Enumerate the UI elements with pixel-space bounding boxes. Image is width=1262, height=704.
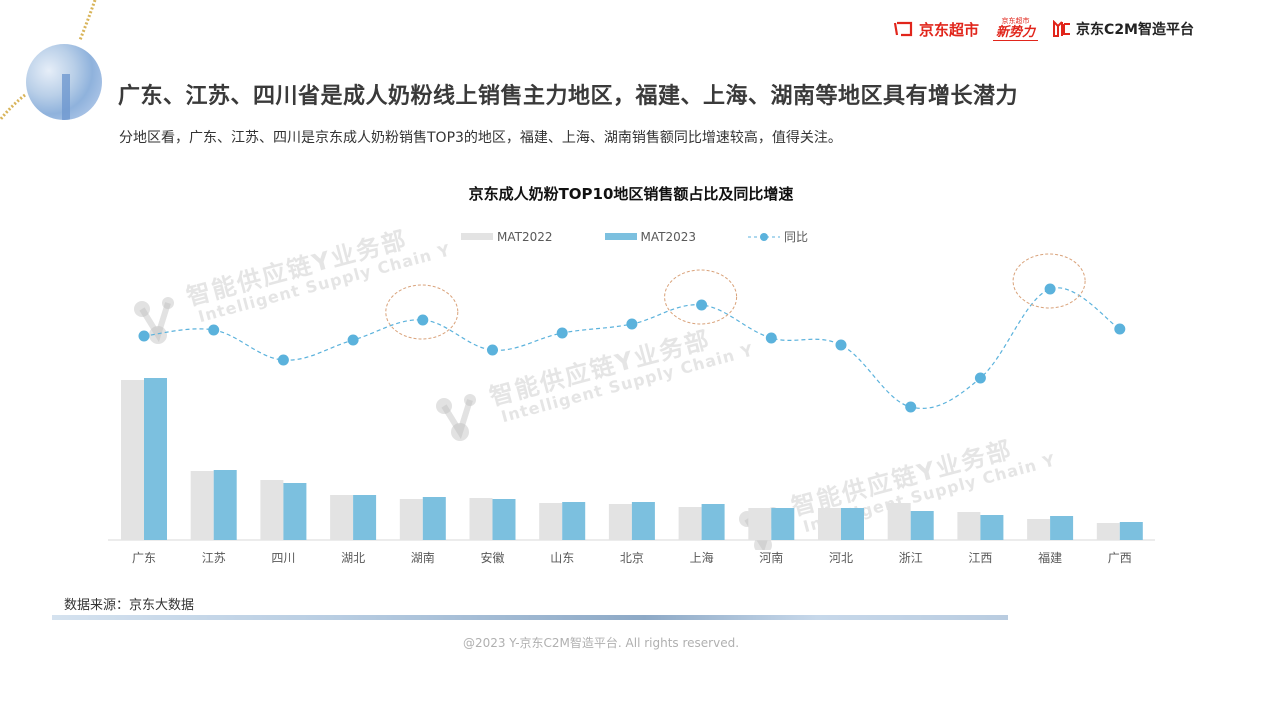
bar-mat2022 bbox=[399, 499, 423, 540]
chart-legend: MAT2022 MAT2023 同比 bbox=[461, 228, 860, 245]
bar-mat2023 bbox=[980, 515, 1004, 540]
bar-mat2023 bbox=[1050, 516, 1074, 540]
x-axis-label: 北京 bbox=[620, 551, 644, 565]
legend-swatch-mat2022 bbox=[461, 233, 493, 240]
bar-mat2023 bbox=[841, 508, 864, 540]
bar-mat2023 bbox=[492, 499, 516, 540]
yoy-marker bbox=[417, 314, 429, 326]
x-axis-label: 江西 bbox=[968, 551, 992, 565]
highlight-circle bbox=[1012, 253, 1086, 309]
data-source: 数据来源：京东大数据 bbox=[64, 598, 195, 613]
yoy-marker bbox=[556, 327, 568, 339]
bar-mat2023 bbox=[353, 495, 377, 540]
x-axis-label: 浙江 bbox=[899, 551, 923, 565]
x-axis-label: 四川 bbox=[271, 551, 295, 565]
bar-mat2022 bbox=[608, 504, 632, 540]
bar-mat2022 bbox=[121, 380, 144, 540]
x-axis-label: 河北 bbox=[829, 551, 853, 565]
yoy-marker bbox=[487, 344, 498, 356]
legend-label-yoy: 同比 bbox=[784, 230, 809, 244]
c2m-text: 京东C2M智造平台 bbox=[1076, 22, 1194, 39]
bar-mat2023 bbox=[144, 378, 167, 540]
footer-copyright: @2023 Y-京东C2M智造平台. All rights reserved. bbox=[462, 636, 740, 650]
x-axis-label: 福建 bbox=[1038, 550, 1062, 565]
bar-mat2022 bbox=[1096, 523, 1120, 540]
jd-c2m-logo: 京东C2M智造平台 bbox=[1052, 19, 1194, 39]
bar-mat2022 bbox=[260, 480, 284, 540]
jd-shopping-bag-icon bbox=[893, 22, 913, 37]
yoy-marker bbox=[1044, 283, 1056, 295]
legend-item-mat2023: MAT2023 bbox=[604, 229, 697, 244]
x-axis-label: 广西 bbox=[1108, 551, 1132, 565]
decorative-strip bbox=[52, 615, 1008, 620]
yoy-marker bbox=[765, 332, 777, 344]
chart-title: 京东成人奶粉TOP10地区销售额占比及同比增速 bbox=[468, 185, 794, 203]
yoy-marker bbox=[626, 318, 638, 330]
legend-line-marker-icon bbox=[748, 232, 780, 241]
new-force-small-text: 京东超市 bbox=[1001, 17, 1030, 25]
yoy-marker bbox=[905, 401, 917, 413]
brand-logos: 京东超市 京东超市 新势力 京东C2M智造平台 bbox=[893, 17, 1194, 41]
yoy-marker bbox=[347, 334, 359, 346]
x-axis-label: 湖北 bbox=[341, 550, 365, 565]
bar-mat2022 bbox=[1027, 519, 1051, 540]
yoy-marker bbox=[138, 330, 150, 342]
highlight-circle bbox=[385, 284, 459, 340]
x-axis-label: 河南 bbox=[759, 550, 783, 565]
bar-mat2023 bbox=[213, 470, 237, 540]
legend-label-mat2022: MAT2022 bbox=[497, 229, 553, 244]
decorative-marble-circle bbox=[26, 44, 102, 120]
highlight-circle bbox=[664, 269, 738, 325]
yoy-marker bbox=[277, 354, 289, 366]
x-axis-label: 安徽 bbox=[480, 550, 504, 565]
x-axis-label: 广东 bbox=[132, 551, 156, 565]
yoy-marker bbox=[1114, 323, 1126, 335]
jd-supermarket-logo: 京东超市 bbox=[893, 19, 979, 40]
c2m-book-icon bbox=[1053, 20, 1071, 38]
bar-mat2022 bbox=[678, 507, 702, 540]
bar-mat2022 bbox=[330, 495, 354, 540]
bar-mat2022 bbox=[190, 471, 214, 540]
bar-mat2022 bbox=[469, 498, 493, 540]
yoy-marker bbox=[974, 372, 986, 384]
bar-mat2023 bbox=[562, 502, 586, 540]
legend-item-yoy: 同比 bbox=[748, 228, 808, 245]
bar-mat2023 bbox=[422, 497, 446, 540]
bar-mat2023 bbox=[771, 508, 795, 540]
bar-mat2022 bbox=[887, 503, 911, 540]
yoy-line bbox=[143, 287, 1121, 409]
new-force-logo: 京东超市 新势力 bbox=[993, 17, 1039, 41]
jd-supermarket-text: 京东超市 bbox=[919, 20, 980, 39]
bar-mat2022 bbox=[539, 503, 563, 540]
x-axis-label: 江苏 bbox=[202, 551, 226, 565]
x-axis-label: 上海 bbox=[690, 550, 714, 565]
bar-mat2023 bbox=[283, 483, 307, 540]
bar-mat2023 bbox=[631, 502, 655, 540]
bar-mat2022 bbox=[748, 508, 772, 540]
bar-mat2022 bbox=[957, 512, 981, 540]
bar-mat2023 bbox=[910, 511, 934, 540]
bar-mat2022 bbox=[818, 508, 841, 540]
x-axis-label: 湖南 bbox=[411, 550, 435, 565]
legend-item-mat2022: MAT2022 bbox=[461, 230, 553, 244]
legend-label-mat2023: MAT2023 bbox=[640, 229, 697, 244]
yoy-marker bbox=[696, 299, 708, 311]
legend-swatch-mat2023 bbox=[604, 233, 637, 240]
new-force-main-text: 新势力 bbox=[996, 24, 1036, 40]
bar-mat2023 bbox=[1119, 522, 1143, 540]
yoy-marker bbox=[208, 324, 220, 336]
x-axis-label: 山东 bbox=[550, 551, 574, 565]
bar-mat2023 bbox=[701, 504, 725, 540]
page-subtitle: 分地区看，广东、江苏、四川是京东成人奶粉销售TOP3的地区，福建、上海、湖南销售… bbox=[119, 130, 842, 146]
page-title: 广东、江苏、四川省是成人奶粉线上销售主力地区，福建、上海、湖南等地区具有增长潜力 bbox=[118, 84, 1019, 109]
yoy-marker bbox=[835, 339, 847, 351]
